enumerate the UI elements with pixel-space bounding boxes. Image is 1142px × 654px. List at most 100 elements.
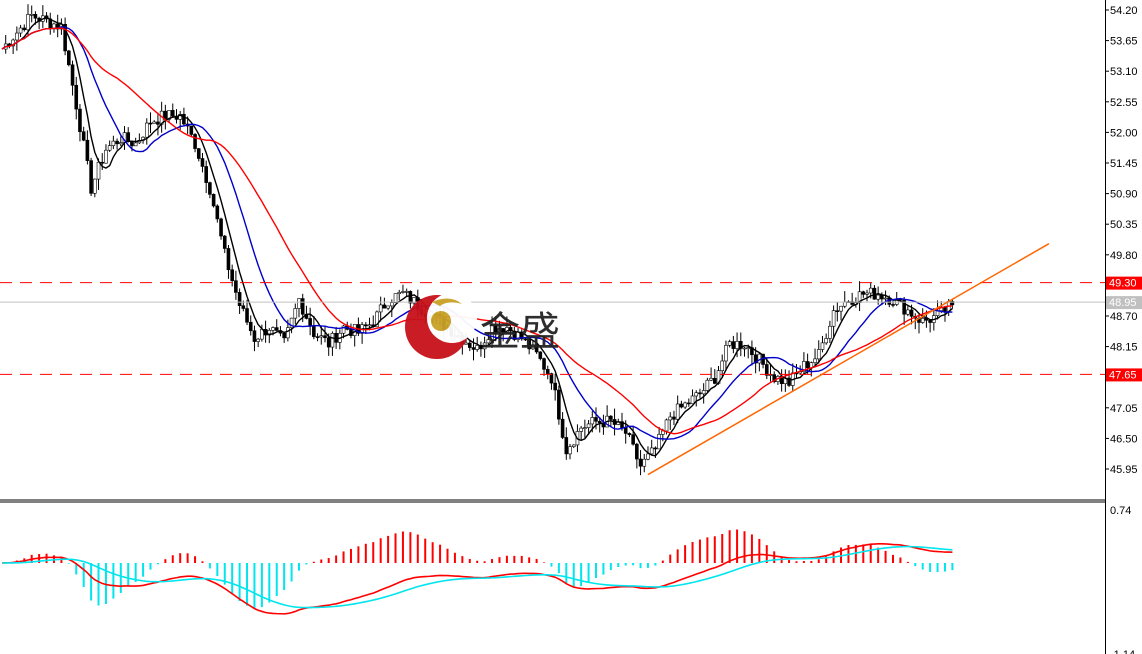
candle-body [705,379,710,391]
candle-body [620,421,624,428]
candle-body [237,292,242,307]
candle-body [326,337,331,348]
candle-body [208,182,212,195]
candle-body [653,447,658,450]
candle-body [215,205,220,220]
candle-body [857,291,862,303]
axis-tick-label: 51.45 [1110,158,1138,170]
candle-body [219,218,223,237]
candle-body [115,140,119,145]
macd-axis-min: -1.14 [1110,649,1135,654]
candle-body [490,325,494,340]
candle-body [252,330,257,342]
candle-body [170,110,175,117]
candle-body [724,345,728,362]
candle-body [330,332,335,348]
candle-body [178,113,182,120]
candle-body [824,338,828,344]
trendline[interactable] [647,243,1050,476]
candle-body [538,351,543,359]
axis-tick-label: 48.70 [1110,311,1138,323]
candle-body [18,27,23,34]
candle-body [497,328,502,334]
candle-body [200,158,205,167]
candle-body [475,345,480,350]
candle-body [189,125,194,135]
macd-axis-max: 0.74 [1110,505,1131,517]
candle-body [274,327,279,331]
candle-body [148,122,153,125]
candle-body [690,395,695,405]
candle-body [545,369,550,374]
candle-body [742,347,747,350]
candle-body [757,353,762,364]
candle-body [319,335,324,338]
candle-body [156,121,160,125]
candle-body [727,341,732,346]
candle-body [15,32,19,41]
axis-tick-label: 53.10 [1110,66,1138,78]
price-label: 47.65 [1109,369,1137,381]
candle-body [839,305,843,312]
candle-body [920,318,925,323]
candle-body [293,308,298,319]
candle-body [464,342,468,345]
price-label-bg [1106,276,1142,290]
candle-body [909,309,914,317]
candle-body [664,419,669,432]
candle-body [286,327,290,339]
candle-body [638,458,643,467]
candle-body [412,297,416,304]
axis-tick-label: 52.55 [1110,97,1138,109]
axis-tick-label: 50.35 [1110,219,1138,231]
candle-body [100,161,105,164]
candle-body [805,361,810,369]
candle-body [842,301,847,307]
candle-body [735,341,739,349]
candle-body [493,325,498,334]
candle-body [623,427,628,434]
price-axis[interactable]: 54.20 53.65 53.10 52.55 52.00 51.45 50.90 50.35… [1105,5,1138,476]
candle-body [712,377,717,384]
candle-body [397,292,402,294]
candle-body [687,402,691,405]
price-label: 48.95 [1109,297,1137,309]
candle-body [872,287,877,300]
candle-body [234,280,238,293]
moving-average-line [1,27,953,435]
candle-body [672,416,676,420]
candle-body [609,415,613,420]
candle-body [89,160,93,194]
candle-body [241,305,246,309]
candle-body [70,64,75,86]
candle-body [668,416,673,421]
candle-body [126,132,131,142]
candle-body [211,194,216,207]
candle-body [950,301,955,306]
candle-body [33,14,38,19]
candle-body [928,319,932,323]
candle-body [560,418,565,438]
candle-body [133,142,138,147]
candle-body [404,291,409,293]
logo-watermark: 金盛 [405,293,560,359]
candle-body [111,140,116,146]
candle-body [29,14,34,16]
axis-tick-label: 48.15 [1110,342,1138,354]
logo-text: 金盛 [480,309,560,355]
candle-body [393,293,398,304]
candle-body [107,145,112,151]
candle-body [635,443,639,460]
candle-body [709,377,713,381]
candle-body [683,402,687,408]
candle-body [323,335,327,339]
candle-body [81,131,86,141]
candle-body [375,311,379,328]
candle-body [196,148,201,159]
candle-body [835,310,840,312]
candle-body [553,382,557,391]
candle-body [720,360,725,371]
candle-body [289,317,294,328]
moving-average-line [1,26,953,440]
